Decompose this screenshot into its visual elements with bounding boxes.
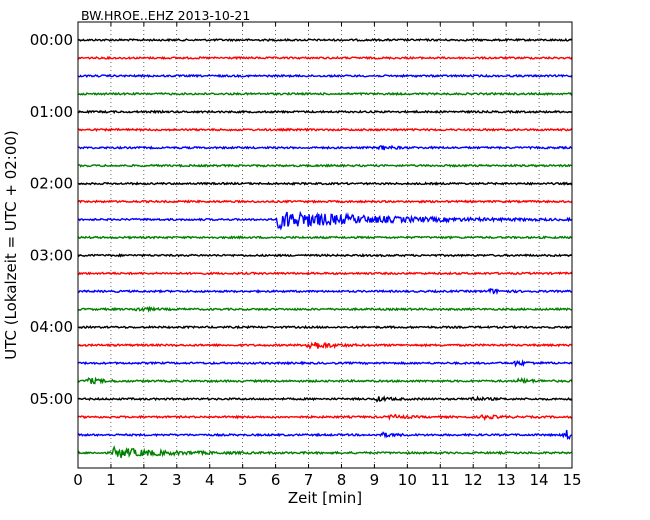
x-tick-label: 9 <box>370 471 380 489</box>
x-tick-label: 0 <box>73 471 83 489</box>
y-tick-label: 03:00 <box>30 246 73 264</box>
x-tick-label: 8 <box>337 471 347 489</box>
trace-0200 <box>77 181 573 187</box>
y-tick-label: 02:00 <box>30 175 73 193</box>
trace-0030 <box>77 73 573 79</box>
plot-frame <box>77 21 573 469</box>
trace-group <box>77 37 573 459</box>
x-tick-label: 2 <box>139 471 149 489</box>
x-tick-label: 6 <box>271 471 281 489</box>
chart-title: BW.HROE..EHZ 2013-10-21 <box>81 8 250 23</box>
trace-0515 <box>77 413 573 422</box>
y-tick-label: 05:00 <box>30 390 73 408</box>
trace-0100 <box>77 109 573 115</box>
trace-0000 <box>77 37 573 43</box>
x-tick-label: 12 <box>464 471 483 489</box>
trace-0330 <box>77 288 573 296</box>
y-tick-label: 00:00 <box>30 31 73 49</box>
x-tick-label: 15 <box>562 471 581 489</box>
trace-0400 <box>77 324 573 330</box>
trace-0230 <box>77 210 573 231</box>
y-tick-label: 04:00 <box>30 318 73 336</box>
trace-0445 <box>77 376 573 385</box>
x-tick-label: 3 <box>172 471 182 489</box>
x-tick-label: 13 <box>497 471 516 489</box>
trace-0015 <box>77 55 573 61</box>
trace-0215 <box>77 199 573 204</box>
trace-0115 <box>77 127 573 133</box>
trace-0545 <box>77 445 573 459</box>
y-tick-label: 01:00 <box>30 103 73 121</box>
trace-0245 <box>77 235 573 240</box>
trace-0315 <box>77 270 573 276</box>
trace-0430 <box>77 358 573 368</box>
x-tick-label: 1 <box>106 471 116 489</box>
trace-0300 <box>77 253 573 258</box>
y-axis-label: UTC (Lokalzeit = UTC + 02:00) <box>2 130 20 360</box>
x-axis: 0 1 2 3 4 5 6 7 8 9 10 11 12 13 14 15 <box>73 22 582 489</box>
trace-0415 <box>77 341 573 350</box>
trace-0345 <box>77 305 573 313</box>
trace-0145 <box>77 163 573 168</box>
x-tick-label: 10 <box>398 471 417 489</box>
x-axis-label: Zeit [min] <box>288 489 362 507</box>
trace-0045 <box>77 91 573 96</box>
trace-0500 <box>77 395 573 403</box>
x-tick-label: 14 <box>530 471 549 489</box>
x-tick-label: 4 <box>205 471 215 489</box>
x-tick-label: 5 <box>238 471 248 489</box>
y-axis: 00:00 01:00 02:00 03:00 04:00 05:00 <box>30 31 572 408</box>
trace-0530 <box>77 429 573 441</box>
trace-0130 <box>77 144 573 151</box>
plot-area <box>78 22 572 468</box>
x-tick-label: 7 <box>304 471 314 489</box>
x-tick-label: 11 <box>431 471 450 489</box>
